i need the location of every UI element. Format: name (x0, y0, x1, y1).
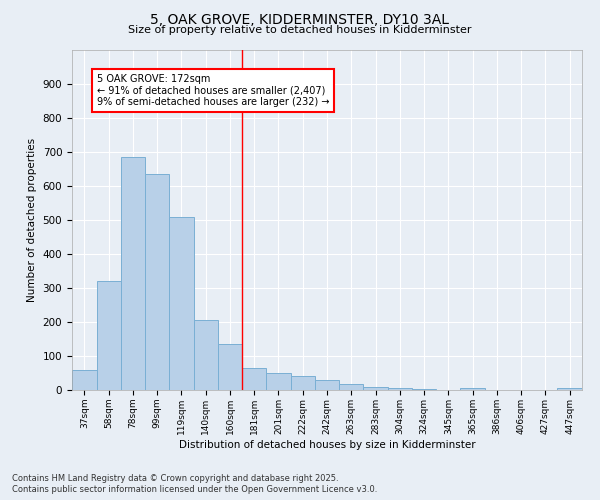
Bar (169, 216, 194, 390)
Bar (97, 281, 121, 390)
Y-axis label: Number of detached properties: Number of detached properties (27, 138, 37, 302)
Bar (242, 368, 266, 390)
Bar (266, 373, 291, 390)
Bar (363, 386, 388, 390)
Text: 5 OAK GROVE: 172sqm
← 91% of detached houses are smaller (2,407)
9% of semi-deta: 5 OAK GROVE: 172sqm ← 91% of detached ho… (97, 74, 329, 107)
Bar (218, 344, 242, 390)
Bar (557, 388, 582, 390)
Bar (388, 388, 412, 390)
Bar (194, 320, 218, 390)
Bar (145, 174, 169, 390)
Text: Size of property relative to detached houses in Kidderminster: Size of property relative to detached ho… (128, 25, 472, 35)
X-axis label: Distribution of detached houses by size in Kidderminster: Distribution of detached houses by size … (179, 440, 475, 450)
Bar (291, 376, 314, 390)
Bar (121, 157, 145, 390)
Text: 5, OAK GROVE, KIDDERMINSTER, DY10 3AL: 5, OAK GROVE, KIDDERMINSTER, DY10 3AL (151, 12, 449, 26)
Bar (72, 370, 97, 390)
Text: Contains HM Land Registry data © Crown copyright and database right 2025.
Contai: Contains HM Land Registry data © Crown c… (12, 474, 377, 494)
Bar (460, 388, 485, 390)
Bar (340, 384, 363, 390)
Bar (314, 380, 340, 390)
